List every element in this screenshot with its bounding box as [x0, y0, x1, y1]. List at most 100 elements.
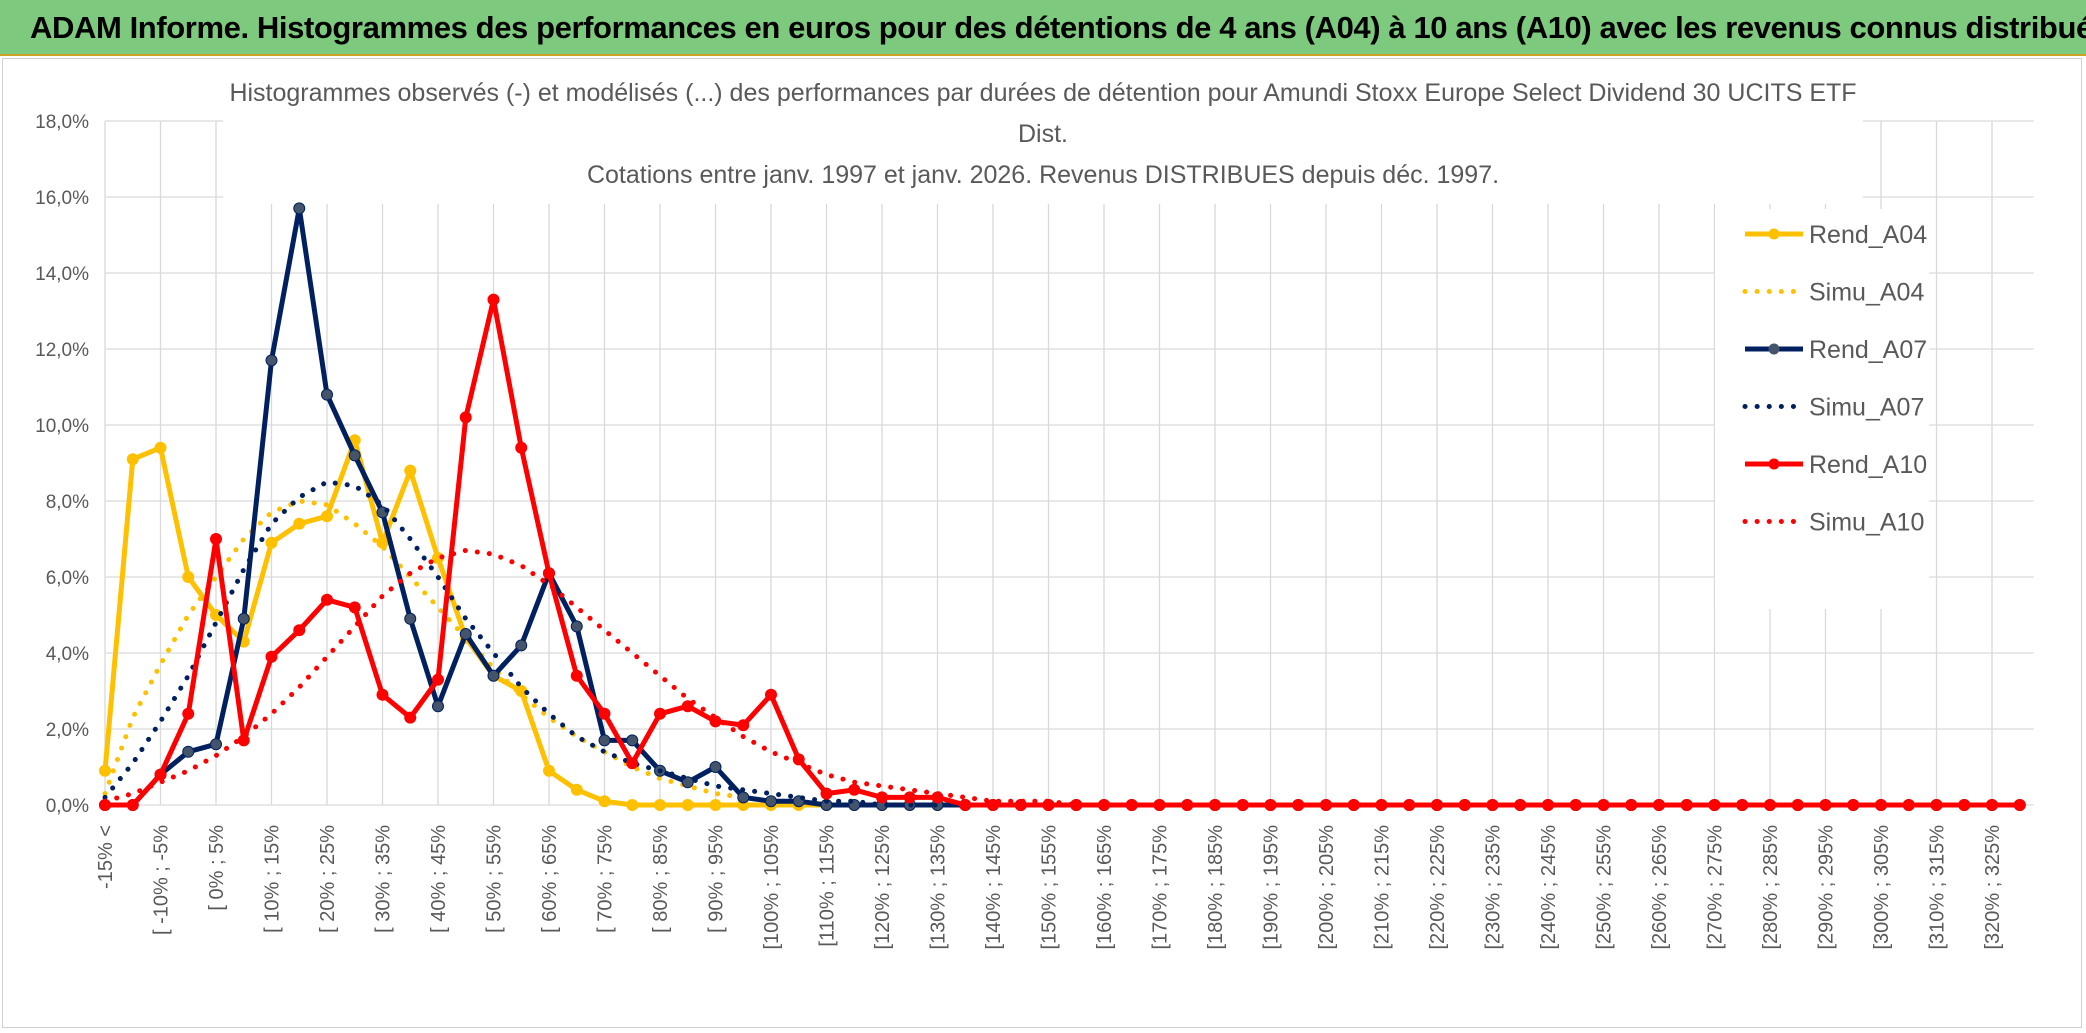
data-point: [737, 791, 750, 804]
x-axis: -15% < [ -10% ; -5% [ 0% ; 5% [ 10% ; 15% [ …: [95, 825, 2004, 950]
x-tick-label: [ 10% ; 15%: [262, 825, 284, 933]
series-line: [102, 479, 2023, 808]
data-point: [404, 612, 417, 625]
legend-marker: [1768, 228, 1780, 240]
data-point: [903, 791, 916, 804]
data-point: [1292, 799, 1305, 811]
y-tick-label: 0,0%: [46, 796, 89, 817]
data-point: [182, 571, 195, 583]
data-point: [543, 764, 555, 777]
legend-label: Simu_A07: [1809, 394, 1924, 422]
data-point: [598, 707, 611, 720]
legend-item-Simu_A07: Simu_A07: [1742, 394, 1924, 422]
data-point: [626, 799, 639, 811]
x-tick-label: [190% ; 195%: [1261, 825, 1283, 950]
data-point: [626, 757, 639, 770]
legend-label: Rend_A04: [1809, 221, 1927, 249]
x-tick-label: [140% ; 145%: [983, 825, 1005, 950]
data-point: [459, 411, 472, 424]
data-point: [765, 688, 777, 701]
chart-frame: Histogrammes observés (-) et modélisés (…: [2, 58, 2082, 1028]
y-tick-label: 12,0%: [35, 340, 89, 361]
data-point: [654, 799, 666, 811]
data-point: [432, 673, 444, 686]
x-tick-label: [150% ; 155%: [1039, 825, 1061, 950]
data-point: [848, 783, 861, 796]
chart-title: Histogrammes observés (-) et modélisés (…: [223, 59, 1863, 204]
data-point: [487, 669, 500, 682]
y-axis: 0,0% 2,0% 4,0% 6,0% 8,0% 10,0% 12,0% 14,0% 16,0%…: [35, 112, 89, 817]
y-tick-label: 2,0%: [46, 720, 89, 741]
data-point: [570, 620, 583, 633]
y-tick-label: 6,0%: [46, 568, 89, 589]
legend-item-Rend_A04: Rend_A04: [1745, 221, 1927, 249]
x-tick-label: [ 0% ; 5%: [206, 825, 228, 911]
x-tick-label: [270% ; 275%: [1705, 825, 1727, 950]
series-layer: [99, 202, 2026, 811]
x-tick-label: [210% ; 215%: [1372, 825, 1394, 950]
x-tick-label: [100% ; 105%: [761, 825, 783, 950]
x-tick-label: [ 30% ; 35%: [373, 825, 395, 933]
data-point: [210, 738, 222, 751]
data-point: [321, 388, 333, 401]
x-tick-label: [240% ; 245%: [1538, 825, 1560, 950]
series-line: [102, 547, 2023, 808]
data-point: [99, 764, 111, 777]
x-tick-label: [250% ; 255%: [1594, 825, 1616, 950]
legend-marker: [1768, 343, 1780, 355]
data-point: [432, 700, 444, 713]
x-tick-label: [110% ; 115%: [817, 825, 839, 947]
data-point: [348, 601, 361, 614]
y-tick-label: 4,0%: [46, 644, 89, 665]
legend-label: Simu_A10: [1809, 509, 1924, 537]
legend-label: Simu_A04: [1809, 279, 1924, 307]
data-point: [570, 669, 583, 682]
legend-marker: [1768, 458, 1780, 470]
data-point: [321, 510, 333, 523]
data-point: [404, 711, 417, 724]
data-point: [876, 791, 888, 804]
data-point: [959, 799, 972, 811]
legend-item-Simu_A10: Simu_A10: [1742, 509, 1924, 537]
report-banner: ADAM Informe. Histogrammes des performan…: [0, 0, 2086, 56]
legend-label: Rend_A10: [1809, 451, 1927, 479]
x-tick-label: [160% ; 165%: [1094, 825, 1116, 950]
data-point: [709, 761, 722, 773]
data-point: [182, 745, 195, 758]
x-tick-label: [ 80% ; 85%: [650, 825, 672, 933]
data-point: [293, 624, 306, 637]
data-point: [515, 639, 528, 652]
data-point: [515, 441, 528, 454]
y-tick-label: 10,0%: [35, 416, 89, 437]
data-point: [681, 799, 694, 811]
data-point: [126, 799, 139, 811]
data-point: [820, 787, 833, 800]
chart-title-line-1: Histogrammes observés (-) et modélisés (…: [229, 79, 1856, 107]
legend-item-Rend_A10: Rend_A10: [1745, 451, 1927, 479]
data-point: [182, 707, 195, 720]
data-point: [681, 700, 694, 713]
data-point: [681, 776, 694, 789]
data-point: [570, 783, 583, 796]
data-point: [487, 293, 500, 306]
data-point: [376, 688, 389, 701]
x-tick-label: [300% ; 305%: [1871, 825, 1893, 950]
title-backdrop: [223, 59, 1863, 204]
x-tick-label: [320% ; 325%: [1982, 825, 2004, 950]
data-point: [265, 650, 278, 663]
chart-title-line-3: Cotations entre janv. 1997 et janv. 2026…: [587, 161, 1499, 189]
data-point: [348, 449, 361, 462]
report-title: ADAM Informe. Histogrammes des performan…: [30, 10, 2086, 45]
series-Simu_A07: [102, 479, 2023, 808]
data-point: [654, 707, 666, 720]
x-tick-label: [ 40% ; 45%: [428, 825, 450, 933]
x-tick-label: [ 60% ; 65%: [539, 825, 561, 933]
data-point: [737, 719, 750, 732]
data-point: [598, 734, 611, 747]
x-tick-label: [220% ; 225%: [1427, 825, 1449, 950]
chart-title-line-2: Dist.: [1018, 120, 1068, 148]
series-line: [102, 498, 2023, 808]
data-point: [765, 795, 777, 808]
data-point: [265, 354, 278, 367]
data-point: [126, 453, 139, 466]
